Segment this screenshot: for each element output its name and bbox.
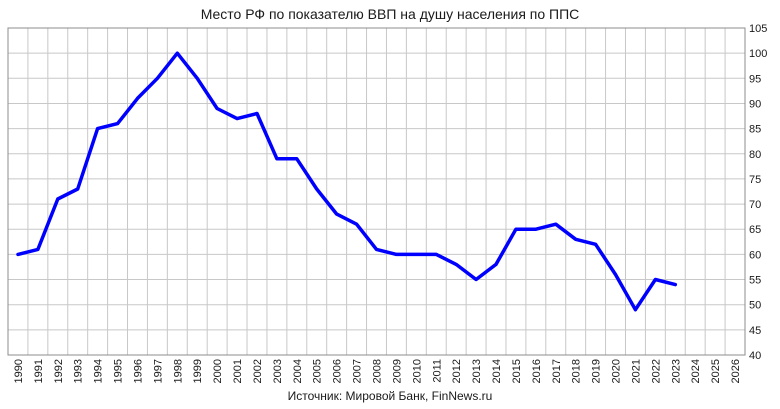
data-point <box>315 187 319 191</box>
data-point <box>36 247 40 251</box>
data-point <box>494 262 498 266</box>
data-point <box>434 252 438 256</box>
x-tick-label: 2002 <box>252 359 264 383</box>
x-tick-label: 1995 <box>113 359 125 383</box>
y-tick-label: 40 <box>749 350 761 362</box>
data-point <box>514 227 518 231</box>
data-point <box>534 227 538 231</box>
x-tick-label: 1997 <box>152 359 164 383</box>
x-tick-label: 2013 <box>471 359 483 383</box>
x-tick-label: 2004 <box>292 359 304 383</box>
series-layer <box>16 51 678 312</box>
data-point <box>594 242 598 246</box>
y-tick-label: 65 <box>749 224 761 236</box>
y-tick-label: 105 <box>749 23 767 35</box>
x-tick-label: 2021 <box>630 359 642 383</box>
data-point <box>614 273 618 277</box>
x-tick-label: 2026 <box>730 359 742 383</box>
data-point <box>235 117 239 121</box>
series-line <box>16 51 678 312</box>
x-tick-label: 2019 <box>591 359 603 383</box>
data-point <box>633 308 637 312</box>
x-tick-label: 2012 <box>451 359 463 383</box>
data-point <box>673 283 677 287</box>
y-tick-label: 85 <box>749 124 761 136</box>
data-point <box>454 262 458 266</box>
axes <box>7 27 746 356</box>
data-point <box>255 112 259 116</box>
plot-area-border <box>7 27 746 356</box>
data-point <box>116 122 120 126</box>
data-point <box>275 157 279 161</box>
y-tick-label: 80 <box>749 149 761 161</box>
y-tick-label: 75 <box>749 174 761 186</box>
x-tick-label: 2014 <box>491 359 503 383</box>
x-tick-label: 2022 <box>650 359 662 383</box>
data-point <box>574 237 578 241</box>
x-tick-label: 1999 <box>192 359 204 383</box>
x-tick-label: 2000 <box>212 359 224 383</box>
y-tick-label: 95 <box>749 73 761 85</box>
data-point <box>215 106 219 110</box>
y-tick-label: 70 <box>749 199 761 211</box>
data-point <box>653 278 657 282</box>
x-tick-label: 2017 <box>551 359 563 383</box>
y-tick-label: 45 <box>749 325 761 337</box>
x-tick-label: 2024 <box>690 359 702 383</box>
data-point <box>474 278 478 282</box>
x-tick-label: 1998 <box>172 359 184 383</box>
x-tick-label: 1993 <box>73 359 85 383</box>
x-tick-label: 1991 <box>33 359 45 383</box>
tick-labels: 40 45 50 55 60 65 70 75 80 85 90 95 100 105 1990 1991 19… <box>13 23 767 383</box>
x-tick-label: 2003 <box>272 359 284 383</box>
y-tick-label: 60 <box>749 249 761 261</box>
chart-title: Место РФ по показателю ВВП на душу насел… <box>200 6 580 22</box>
x-tick-label: 2023 <box>670 359 682 383</box>
data-point <box>135 96 139 100</box>
x-tick-label: 2020 <box>611 359 623 383</box>
x-tick-label: 1990 <box>13 359 25 383</box>
data-point <box>355 222 359 226</box>
x-tick-label: 2005 <box>312 359 324 383</box>
data-point <box>554 222 558 226</box>
data-point <box>155 76 159 80</box>
x-tick-label: 2016 <box>531 359 543 383</box>
data-point <box>335 212 339 216</box>
data-point <box>96 127 100 131</box>
data-point <box>394 252 398 256</box>
grid <box>7 27 746 356</box>
chart-source: Источник: Мировой Банк, FinNews.ru <box>287 389 493 403</box>
x-tick-label: 2006 <box>332 359 344 383</box>
x-tick-label: 2001 <box>232 359 244 383</box>
x-tick-label: 2009 <box>391 359 403 383</box>
x-tick-label: 2008 <box>372 359 384 383</box>
data-point <box>175 51 179 55</box>
data-point <box>195 76 199 80</box>
y-tick-label: 55 <box>749 275 761 287</box>
data-point <box>16 252 20 256</box>
data-point <box>295 157 299 161</box>
data-point <box>375 247 378 251</box>
x-tick-label: 2015 <box>511 359 523 383</box>
y-tick-label: 90 <box>749 98 761 110</box>
x-tick-label: 1992 <box>53 359 65 383</box>
x-tick-label: 2011 <box>431 359 443 383</box>
x-tick-label: 1994 <box>93 359 105 383</box>
x-tick-label: 2025 <box>710 359 722 383</box>
y-tick-label: 50 <box>749 300 761 312</box>
data-point <box>414 252 418 256</box>
x-tick-label: 2007 <box>352 359 364 383</box>
x-tick-label: 1996 <box>132 359 144 383</box>
x-tick-label: 2018 <box>571 359 583 383</box>
data-point <box>76 187 80 191</box>
x-tick-label: 2010 <box>411 359 423 383</box>
data-point <box>56 197 60 201</box>
y-tick-label: 100 <box>749 48 767 60</box>
